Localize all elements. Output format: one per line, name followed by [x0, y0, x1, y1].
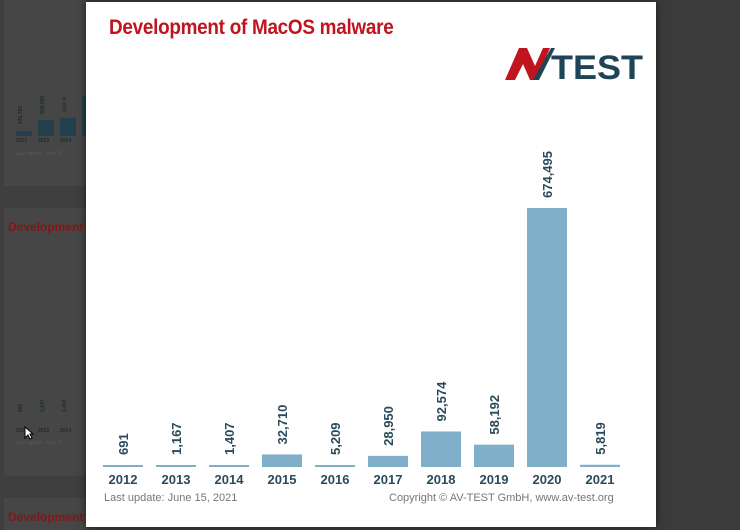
- bar-2014: [209, 465, 249, 467]
- value-label-2018: 92,574: [434, 381, 449, 422]
- last-update-note: Last update: June 15, 2021: [104, 492, 238, 504]
- av-test-logo: TEST: [505, 48, 643, 82]
- background-year-label: 2014: [60, 138, 72, 144]
- background-value-label: 1.02 m: [62, 96, 68, 112]
- year-label-2018: 2018: [427, 472, 456, 487]
- background-value-label: 691: [18, 403, 24, 412]
- chart-title: Development of MacOS malware: [109, 16, 394, 39]
- value-label-2012: 691: [116, 433, 131, 455]
- background-bar: [60, 118, 76, 136]
- logo-a-slash: [533, 48, 555, 80]
- bar-2013: [156, 465, 196, 467]
- value-label-2020: 674,495: [540, 151, 555, 198]
- bar-2018: [421, 431, 461, 467]
- background-value-label: 938,095: [40, 95, 46, 114]
- chart-modal: Development of MacOS malware TEST 691 201…: [86, 2, 656, 527]
- background-card-middle: [4, 208, 86, 476]
- value-label-2019: 58,192: [487, 395, 502, 435]
- bar-2017: [368, 455, 408, 467]
- value-label-2017: 28,950: [381, 406, 396, 446]
- background-chart-title: Development o: [8, 220, 95, 234]
- background-year-label: 2012: [16, 138, 28, 144]
- background-chart-title: Development o: [8, 510, 95, 524]
- background-value-label: 1,407: [62, 399, 68, 412]
- bar-2019: [474, 444, 514, 467]
- bar-2020: [527, 208, 567, 467]
- bar-2021: [580, 464, 620, 467]
- background-card-top: [4, 0, 86, 186]
- background-last-update: Last update: June 15: [16, 440, 63, 446]
- background-bar: [82, 96, 88, 136]
- logo-text: TEST: [551, 49, 643, 82]
- copyright-note: Copyright © AV-TEST GmbH, www.av-test.or…: [389, 492, 614, 504]
- year-label-2015: 2015: [268, 472, 297, 487]
- background-card-bottom: [4, 498, 86, 530]
- value-label-2021: 5,819: [593, 422, 608, 455]
- year-label-2014: 2014: [215, 472, 245, 487]
- mouse-cursor-icon: [24, 426, 34, 440]
- background-right-panel: [656, 0, 740, 530]
- background-year-label: 2014: [60, 428, 72, 434]
- value-label-2013: 1,167: [169, 422, 184, 455]
- bar-2012: [103, 465, 143, 467]
- year-label-2012: 2012: [109, 472, 138, 487]
- background-year-label: 2012: [16, 428, 28, 434]
- year-label-2021: 2021: [586, 472, 615, 487]
- background-value-label: 1,167: [40, 399, 46, 412]
- background-year-label: 2013: [38, 428, 50, 434]
- background-bar: [16, 131, 32, 136]
- bar-2015: [262, 454, 302, 467]
- year-label-2019: 2019: [480, 472, 509, 487]
- background-bar: [38, 120, 54, 136]
- background-value-label: 129,762: [18, 105, 24, 124]
- bar-chart: 691 2012 1,167 2013 1,407 2014 32,710 2015 5,209…: [103, 151, 620, 487]
- bar-2016: [315, 464, 355, 467]
- value-label-2015: 32,710: [275, 405, 290, 445]
- year-label-2020: 2020: [533, 472, 562, 487]
- value-label-2016: 5,209: [328, 422, 343, 455]
- year-label-2013: 2013: [162, 472, 191, 487]
- value-label-2014: 1,407: [222, 422, 237, 455]
- year-label-2017: 2017: [374, 472, 403, 487]
- year-label-2016: 2016: [321, 472, 350, 487]
- background-last-update: Last update: June 15: [16, 151, 63, 157]
- background-year-label: 2013: [38, 138, 50, 144]
